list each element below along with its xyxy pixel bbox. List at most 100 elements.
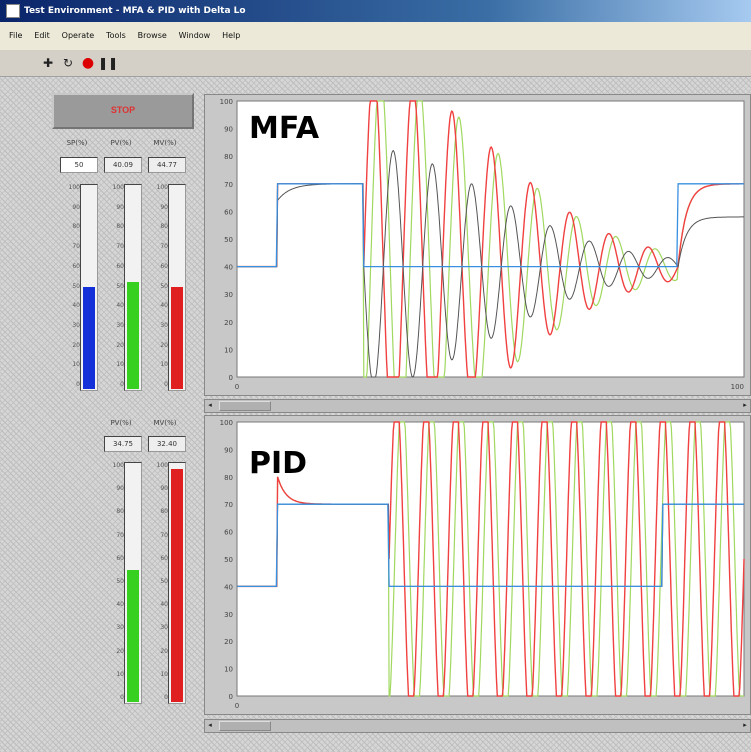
y-tick-label: 70 — [224, 181, 233, 189]
pid-mv-label: MV(%) — [153, 419, 177, 427]
meter-tick-label: 0 — [76, 381, 80, 388]
stop-button[interactable]: STOP — [52, 93, 194, 129]
x-tick-label: 0 — [235, 383, 239, 391]
meter-tick-label: 100 — [68, 184, 80, 191]
mfa-pv-scale: 100 90 80 70 60 50 40 30 20 10 0 — [104, 184, 124, 389]
meter-tick-label: 100 — [156, 184, 168, 191]
y-tick-label: 10 — [224, 666, 233, 674]
y-tick-label: 80 — [224, 474, 233, 482]
mfa-chart-title: MFA — [249, 111, 320, 146]
meter-tick-label: 0 — [120, 694, 124, 701]
y-tick-label: 60 — [224, 529, 233, 537]
meter-tick-label: 50 — [160, 578, 168, 585]
mfa-scrollbar[interactable]: ◂ ▸ — [204, 399, 751, 413]
y-tick-label: 0 — [229, 693, 233, 701]
meter-tick-label: 0 — [164, 381, 168, 388]
run-arrow-icon[interactable]: ✚ — [42, 56, 54, 70]
pid-chart: 100 90 80 70 60 50 40 30 20 10 0 0 PID — [204, 415, 751, 715]
y-tick-label: 30 — [224, 611, 233, 619]
pid-mv-field: 32.40 — [148, 436, 186, 452]
meter-tick-label: 30 — [116, 624, 124, 632]
y-tick-label: 100 — [220, 98, 233, 106]
scroll-right-icon[interactable]: ▸ — [743, 721, 747, 729]
meter-tick-label: 100 — [156, 462, 168, 469]
menu-browse[interactable]: Browse — [137, 31, 167, 40]
mfa-mv-meter — [168, 184, 186, 391]
meter-tick-label: 30 — [116, 321, 124, 329]
menu-edit[interactable]: Edit — [34, 31, 50, 40]
meter-tick-label: 60 — [116, 262, 124, 270]
meter-tick-label: 80 — [160, 223, 168, 231]
x-tick-label: 100 — [731, 383, 744, 391]
y-tick-label: 0 — [229, 374, 233, 382]
y-tick-label: 30 — [224, 291, 233, 299]
mfa-sp-meter — [80, 184, 98, 391]
meter-tick-label: 60 — [116, 554, 124, 562]
front-panel: STOP SP(%) PV(%) MV(%) 50 40.09 44.77 10… — [0, 77, 751, 752]
y-tick-label: 40 — [224, 583, 233, 591]
meter-tick-label: 70 — [72, 243, 80, 251]
meter-tick-label: 20 — [116, 341, 124, 349]
meter-tick-label: 50 — [160, 282, 168, 290]
meter-tick-label: 40 — [116, 302, 124, 310]
title-bar: Test Environment - MFA & PID with Delta … — [0, 0, 751, 22]
stop-icon[interactable]: ● — [81, 55, 95, 71]
pid-mv-meter-fill — [171, 469, 183, 702]
meter-tick-label: 80 — [116, 223, 124, 231]
meter-tick-label: 40 — [160, 601, 168, 609]
menu-operate[interactable]: Operate — [61, 31, 95, 40]
pid-scroll-thumb[interactable] — [219, 721, 271, 731]
window-title: Test Environment - MFA & PID with Delta … — [24, 6, 246, 16]
mfa-sp-field[interactable]: 50 — [60, 157, 98, 173]
x-tick-label: 0 — [235, 702, 239, 710]
menu-window[interactable]: Window — [178, 31, 211, 40]
meter-tick-label: 50 — [72, 282, 80, 290]
scroll-right-icon[interactable]: ▸ — [743, 401, 747, 409]
meter-tick-label: 30 — [160, 321, 168, 329]
meter-tick-label: 90 — [160, 485, 168, 493]
meter-tick-label: 70 — [116, 243, 124, 251]
mfa-pv-field: 40.09 — [104, 157, 142, 173]
y-tick-label: 20 — [224, 319, 233, 327]
meter-tick-label: 80 — [160, 508, 168, 516]
plot-area — [236, 421, 745, 697]
scroll-left-icon[interactable]: ◂ — [208, 721, 212, 729]
menu-help[interactable]: Help — [222, 31, 241, 40]
mfa-mv-scale: 100 90 80 70 60 50 40 30 20 10 0 — [148, 184, 168, 389]
meter-tick-label: 40 — [72, 302, 80, 310]
y-tick-label: 80 — [224, 153, 233, 161]
meter-tick-label: 10 — [116, 670, 124, 678]
meter-tick-label: 100 — [112, 462, 124, 469]
menu-file[interactable]: File — [9, 31, 23, 40]
meter-tick-label: 10 — [160, 670, 168, 678]
scroll-left-icon[interactable]: ◂ — [208, 401, 212, 409]
y-tick-label: 100 — [220, 419, 233, 427]
pid-scrollbar[interactable]: ◂ ▸ — [204, 719, 751, 733]
mfa-mv-meter-fill — [171, 286, 183, 389]
meter-tick-label: 30 — [160, 624, 168, 632]
menu-bar: File Edit Operate Tools Browse Window He… — [0, 22, 751, 50]
mfa-sp-scale: 100 90 80 70 60 50 40 30 20 10 0 — [60, 184, 80, 389]
pause-icon[interactable]: ❚❚ — [98, 56, 119, 70]
meter-tick-label: 90 — [160, 203, 168, 211]
meter-tick-label: 20 — [72, 341, 80, 349]
pid-pv-meter-fill — [127, 570, 139, 702]
y-tick-label: 50 — [224, 236, 233, 244]
meter-tick-label: 50 — [116, 282, 124, 290]
meter-tick-label: 60 — [160, 262, 168, 270]
mfa-chart: 100 90 80 70 60 50 40 30 20 10 0 0 100 MFA — [204, 94, 751, 396]
y-tick-label: 70 — [224, 501, 233, 509]
mfa-mv-field: 44.77 — [148, 157, 186, 173]
meter-tick-label: 30 — [72, 321, 80, 329]
meter-tick-label: 80 — [116, 508, 124, 516]
meter-tick-label: 70 — [160, 243, 168, 251]
meter-tick-label: 50 — [116, 578, 124, 585]
pid-mv-meter — [168, 462, 186, 704]
mfa-mv-label: MV(%) — [153, 139, 177, 147]
mfa-scroll-thumb[interactable] — [219, 401, 271, 411]
meter-tick-label: 10 — [160, 361, 168, 369]
y-tick-label: 60 — [224, 208, 233, 216]
menu-tools[interactable]: Tools — [106, 31, 126, 40]
run-continuous-icon[interactable]: ↻ — [62, 56, 74, 70]
